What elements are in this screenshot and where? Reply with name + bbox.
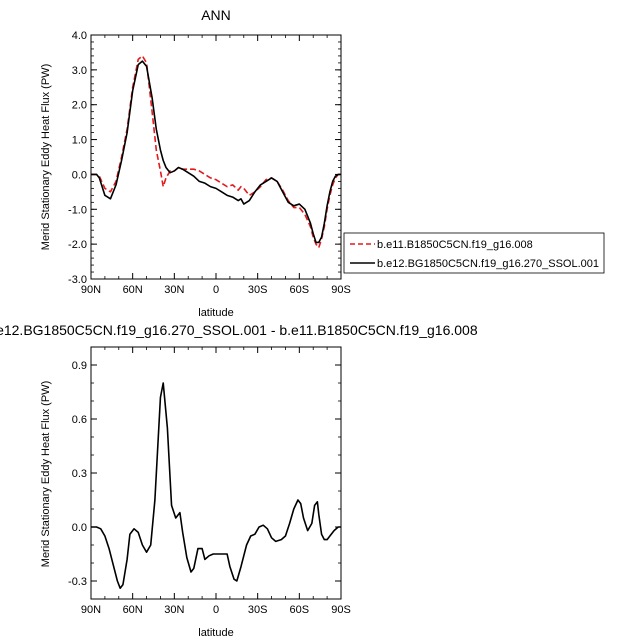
x-tick-label: 90S: [331, 284, 351, 296]
x-tick-label: 90S: [331, 604, 351, 616]
y-tick-label: 3.0: [72, 65, 87, 77]
top-plot-frame: [90, 34, 342, 280]
x-tick-label: 60N: [123, 284, 143, 296]
x-tick-label: 60S: [290, 284, 310, 296]
x-tick-label: 60S: [290, 604, 310, 616]
bottom-axis-ticks: 90N 60N 30N 0 30S 60S 90S -0.3 0.0 0.3 0.6 0.9: [68, 346, 351, 616]
top-series-group: [91, 55, 341, 249]
series-line-solid: [91, 60, 341, 244]
x-tick-label: 60N: [123, 604, 143, 616]
y-tick-label: 0.3: [72, 468, 87, 480]
y-tick-label: 4.0: [72, 30, 87, 42]
top-panel: ANN Merid Stationary Eddy Heat Flux (PW)…: [40, 7, 351, 319]
series-line-dashed: [91, 55, 341, 249]
bottom-chart-title: b.e12.BG1850C5CN.f19_g16.270_SSOL.001 - …: [0, 322, 478, 338]
x-tick-label: 0: [213, 284, 219, 296]
y-tick-label: -0.3: [68, 576, 87, 588]
x-tick-label: 90N: [81, 604, 101, 616]
top-y-axis-label: Merid Stationary Eddy Heat Flux (PW): [40, 64, 52, 250]
series-line-solid: [91, 382, 341, 589]
y-tick-label: 0.6: [72, 414, 87, 426]
y-tick-label: -3.0: [68, 274, 87, 286]
y-tick-label: -1.0: [68, 204, 87, 216]
top-chart-title: ANN: [201, 7, 231, 23]
top-axis-ticks: 90N 60N 30N 0 30S 60S 90S -3.0 -2.0 -1.0 0.0 1.0 2.0…: [68, 30, 351, 296]
bottom-plot-frame: [90, 346, 342, 600]
x-tick-label: 30S: [248, 604, 268, 616]
y-tick-label: 0.9: [72, 360, 87, 372]
legend-entry-black: b.e12.BG1850C5CN.f19_g16.270_SSOL.001: [377, 258, 599, 270]
bottom-y-axis-label: Merid Stationary Eddy Heat Flux (PW): [40, 381, 52, 567]
legend-entry-red: b.e11.B1850C5CN.f19_g16.008: [377, 239, 533, 251]
x-tick-label: 0: [213, 604, 219, 616]
legend-box: [343, 232, 605, 274]
y-tick-label: 1.0: [72, 135, 87, 147]
y-tick-label: 2.0: [72, 100, 87, 112]
x-tick-label: 30S: [248, 284, 268, 296]
y-tick-label: -2.0: [68, 239, 87, 251]
y-tick-label: 0.0: [72, 522, 87, 534]
x-tick-label: 30N: [164, 284, 184, 296]
x-tick-label: 90N: [81, 284, 101, 296]
legend: b.e11.B1850C5CN.f19_g16.008 b.e12.BG1850…: [343, 232, 605, 274]
y-tick-label: 0.0: [72, 169, 87, 181]
bottom-series-group: [91, 382, 341, 589]
bottom-panel: b.e12.BG1850C5CN.f19_g16.270_SSOL.001 - …: [0, 322, 478, 639]
bottom-x-axis-label: latitude: [198, 627, 233, 639]
x-tick-label: 30N: [164, 604, 184, 616]
top-x-axis-label: latitude: [198, 307, 233, 319]
